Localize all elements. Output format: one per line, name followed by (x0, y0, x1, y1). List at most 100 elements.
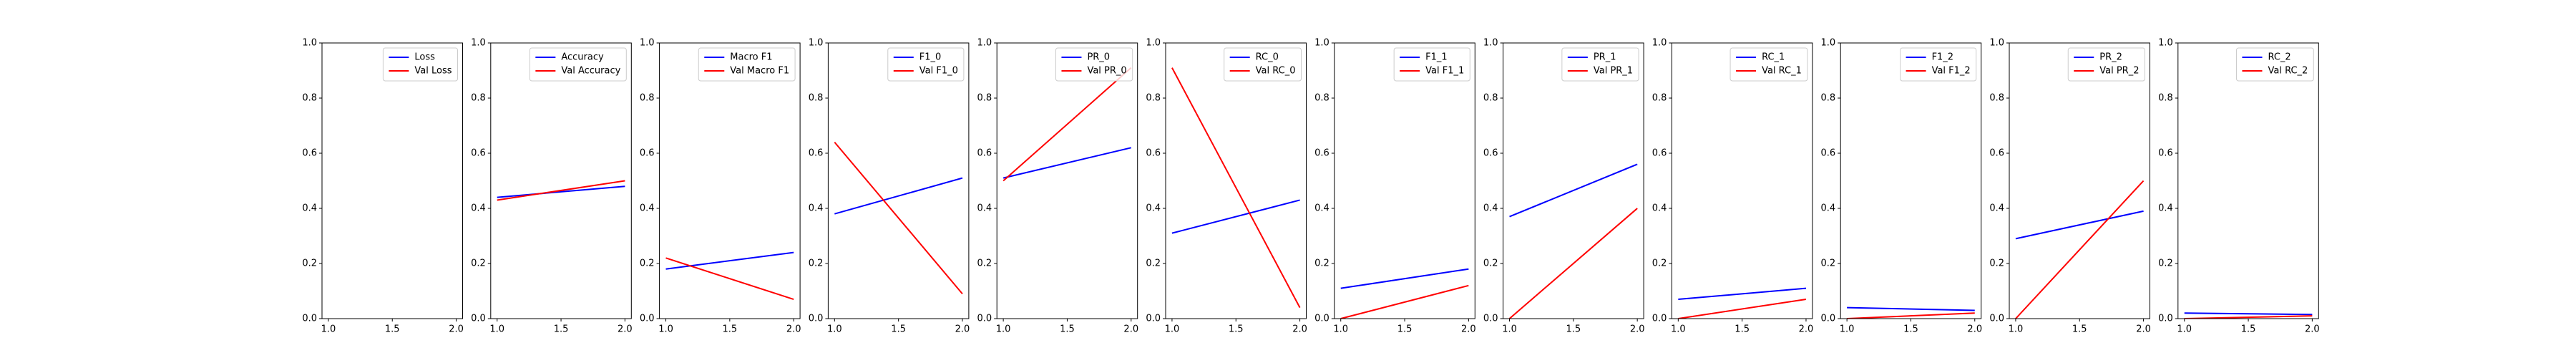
y-tick-label: 0.6 (977, 148, 992, 159)
legend: PR_2 Val PR_2 (2067, 47, 2145, 82)
legend-label: PR_1 (1594, 52, 1616, 63)
y-tick-label: 0.2 (302, 258, 317, 269)
y-tick-label: 0.4 (471, 203, 486, 214)
axes-frame (2009, 42, 2150, 319)
x-tick-label: 1.5 (2072, 324, 2087, 335)
subplot: 0.0 0.2 0.4 0.6 0.8 1.0 1.0 1.5 2.0 RC_1 Val RC_1 (1652, 38, 1814, 335)
y-tick-label: 0.6 (471, 148, 486, 159)
legend-label: F1_2 (1932, 52, 1954, 63)
y-tick-label: 0.6 (1652, 148, 1667, 159)
legend: F1_1 Val F1_1 (1393, 47, 1470, 82)
y-tick-label: 0.8 (1821, 93, 1836, 104)
legend-label: Val Loss (414, 66, 452, 77)
y-tick-label: 0.2 (809, 258, 824, 269)
legend-label: Val RC_2 (2268, 66, 2308, 77)
y-tick-label: 0.6 (1483, 148, 1498, 159)
y-tick-label: 0.6 (1989, 148, 2004, 159)
legend-box (1224, 47, 1302, 82)
legend-label: Val Accuracy (561, 66, 620, 77)
y-tick-label: 0.8 (1652, 93, 1667, 104)
y-tick-label: 0.2 (640, 258, 655, 269)
y-tick-label: 0.4 (2158, 203, 2173, 214)
subplot: 0.0 0.2 0.4 0.6 0.8 1.0 1.0 1.5 2.0 PR_1 Val PR_1 (1483, 38, 1645, 335)
series-line (1847, 306, 1975, 311)
axes-frame (1671, 42, 1813, 319)
series-line (2015, 180, 2145, 319)
series-line (2184, 315, 2313, 319)
axes-frame (1503, 42, 1644, 319)
legend: F1_0 Val F1_0 (887, 47, 965, 82)
series-line (1509, 163, 1638, 218)
series-line (834, 177, 963, 215)
x-tick-label: 1.0 (827, 324, 842, 335)
y-tick-label: 0.0 (809, 314, 824, 324)
legend-label: RC_0 (1256, 52, 1279, 63)
y-tick-label: 1.0 (1989, 38, 2004, 49)
series-line (1171, 67, 1301, 309)
y-tick-label: 0.0 (1652, 314, 1667, 324)
y-tick-label: 0.0 (977, 314, 992, 324)
y-tick-label: 0.0 (1989, 314, 2004, 324)
y-tick-label: 1.0 (977, 38, 992, 49)
subplot: 0.0 0.2 0.4 0.6 0.8 1.0 1.0 1.5 2.0 F1_1 Val F1_1 (1314, 38, 1476, 335)
legend-label: PR_0 (1087, 52, 1110, 63)
y-tick-label: 0.2 (1652, 258, 1667, 269)
series-line (2184, 312, 2313, 316)
legend-label: Val Macro F1 (730, 66, 789, 77)
y-tick-label: 0.4 (977, 203, 992, 214)
y-tick-label: 1.0 (1314, 38, 1330, 49)
legend: RC_1 Val RC_1 (1729, 47, 1808, 82)
series-line (328, 0, 457, 16)
y-tick-label: 0.8 (1314, 93, 1330, 104)
subplot: 0.0 0.2 0.4 0.6 0.8 1.0 1.0 1.5 2.0 F1_0 Val F1_0 (809, 38, 970, 335)
y-tick-label: 0.4 (640, 203, 655, 214)
series-line (2015, 210, 2144, 240)
y-tick-label: 0.0 (2158, 314, 2173, 324)
series-line (1508, 208, 1638, 319)
series-line (1171, 199, 1300, 234)
y-tick-label: 0.2 (1821, 258, 1836, 269)
x-tick-label: 2.0 (1123, 324, 1138, 335)
legend: F1_2 Val F1_2 (1900, 47, 1977, 82)
x-tick-label: 1.0 (1165, 324, 1180, 335)
y-tick-label: 0.6 (1314, 148, 1330, 159)
legend-box (887, 47, 965, 82)
y-tick-label: 1.0 (471, 38, 486, 49)
legend: Accuracy Val Accuracy (529, 47, 627, 82)
series-line (497, 180, 625, 201)
legend-box (2235, 47, 2314, 82)
y-tick-label: 0.6 (302, 148, 317, 159)
y-tick-label: 0.2 (471, 258, 486, 269)
y-tick-label: 0.2 (1989, 258, 2004, 269)
x-tick-label: 2.0 (955, 324, 970, 335)
axes-frame (1334, 42, 1475, 319)
series-line (1002, 67, 1132, 182)
x-tick-label: 1.0 (1840, 324, 1855, 335)
y-tick-label: 0.8 (1989, 93, 2004, 104)
y-tick-label: 0.8 (471, 93, 486, 104)
y-tick-label: 1.0 (1146, 38, 1161, 49)
legend-box (1393, 47, 1470, 82)
y-tick-label: 0.0 (471, 314, 486, 324)
legend-label: Loss (414, 52, 435, 63)
y-tick-label: 0.6 (809, 148, 824, 159)
y-tick-label: 0.6 (2158, 148, 2173, 159)
y-tick-label: 0.0 (1146, 314, 1161, 324)
x-tick-label: 1.0 (1502, 324, 1517, 335)
legend-label: Val PR_0 (1087, 66, 1126, 77)
legend-box (2067, 47, 2145, 82)
series-line (665, 257, 794, 301)
y-tick-label: 1.0 (1652, 38, 1667, 49)
axes-frame (996, 42, 1138, 319)
x-tick-label: 2.0 (1967, 324, 1982, 335)
y-tick-label: 0.2 (977, 258, 992, 269)
legend-label: F1_1 (1425, 52, 1448, 63)
y-tick-label: 0.6 (640, 148, 655, 159)
legend-box (1561, 47, 1639, 82)
axes-frame (659, 42, 801, 319)
y-tick-label: 0.4 (809, 203, 824, 214)
y-tick-label: 1.0 (302, 38, 317, 49)
x-tick-label: 1.5 (385, 324, 400, 335)
legend-label: Accuracy (561, 52, 604, 63)
